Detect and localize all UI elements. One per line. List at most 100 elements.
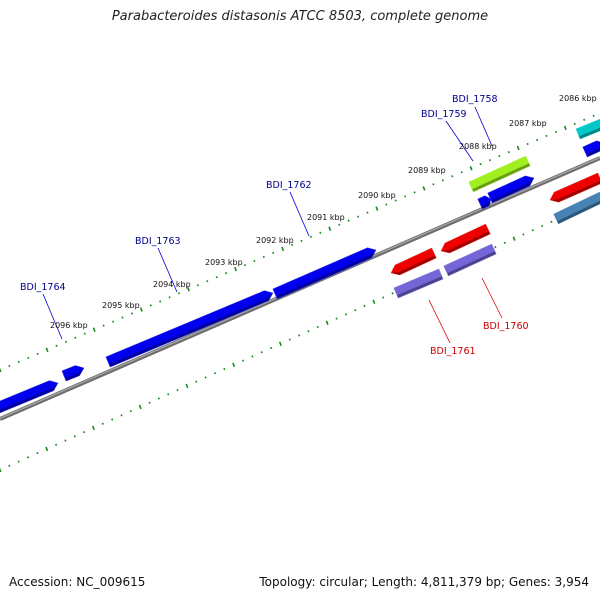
tick-mark [73,435,76,438]
tick-mark [92,327,96,332]
tick-mark [291,243,294,247]
steelblue-feature [553,191,600,225]
tick-mark [36,352,39,355]
tick-mark [243,263,247,267]
forward-cds [0,380,59,414]
tick-mark [204,376,207,379]
tick-mark [148,401,151,404]
reverse-cds-bdi-1761 [390,247,437,276]
tick-mark [366,211,369,214]
tick-mark [196,284,199,287]
tick-mark [535,138,539,142]
kbp-label: 2087 kbp [509,119,547,128]
leader-line [445,120,474,162]
tick-mark [159,300,162,303]
tick-mark [298,334,301,337]
tick-mark [356,215,360,218]
label-leader-lines [42,106,503,344]
tick-mark [269,346,273,350]
tick-mark [526,142,529,146]
tick-mark [344,313,347,316]
tick-mark [288,338,291,341]
reverse-rna-bdi-1761 [393,268,444,299]
tick-mark [223,367,226,371]
tick-mark [281,246,285,252]
tick-mark [168,296,171,299]
gene-label-bdi-1763[interactable]: BDI_1763 [135,236,181,247]
tick-mark [307,330,310,333]
gene-label-bdi-1764[interactable]: BDI_1764 [20,282,66,293]
tick-mark [27,356,30,360]
tick-mark [129,409,132,413]
tick-mark [432,183,435,186]
tick-mark [451,175,454,178]
kbp-label: 2088 kbp [459,142,497,151]
kbp-label: 2090 kbp [358,191,396,200]
tick-mark [186,287,190,292]
kbp-labels: 2086 kbp 2087 kbp 2088 kbp 2089 kbp 2090 kbp… [50,94,597,330]
tick-mark [391,292,394,295]
feature-track [0,118,600,414]
gene-label-bdi-1762[interactable]: BDI_1762 [266,180,312,191]
reverse-rna-bdi-1760 [443,243,497,277]
tick-mark [83,431,86,434]
tick-mark [177,292,181,295]
tick-mark [372,299,376,304]
tick-mark [328,226,332,231]
kbp-label: 2096 kbp [50,321,88,330]
tick-mark [545,134,548,138]
leader-line [157,247,178,293]
tick-mark [503,241,506,244]
tick-mark [512,236,516,241]
reverse-cds-bdi-1760 [440,223,491,254]
tick-mark [8,464,11,467]
tick-mark [262,255,265,259]
tick-mark [241,359,245,362]
tick-mark [541,224,544,228]
tick-mark [325,320,329,326]
gene-label-bdi-1758[interactable]: BDI_1758 [452,94,498,105]
tick-mark [563,125,567,131]
tick-mark [0,467,2,473]
kbp-label: 2086 kbp [559,94,597,103]
accession-text: Accession: NC_009615 [9,575,146,589]
green-feature-bdi-1758 [468,155,531,193]
leader-line [428,299,451,344]
forward-cds [582,140,600,158]
kbp-label: 2094 kbp [153,280,191,289]
forward-cds [272,247,377,300]
tick-mark [338,223,341,226]
kbp-label: 2092 kbp [256,236,294,245]
tick-mark [469,165,473,171]
tick-mark [253,259,256,263]
tick-mark [149,304,152,307]
forward-cds [105,290,274,368]
tick-mark [507,150,510,154]
gene-label-bdi-1761[interactable]: BDI_1761 [430,346,476,357]
tick-mark [251,355,254,358]
tick-mark [121,316,124,319]
cyan-feature [575,118,600,140]
gene-label-bdi-1759[interactable]: BDI_1759 [421,109,467,120]
kbp-label: 2089 kbp [408,166,446,175]
tick-mark [592,114,595,117]
tick-mark [272,251,275,255]
tick-mark [234,266,238,272]
tick-mark [232,362,236,368]
tick-tracks [0,114,600,473]
tick-mark [363,304,366,308]
tick-mark [138,404,142,410]
tick-mark [45,347,49,353]
tick-mark [111,418,114,421]
tick-mark [91,425,95,431]
tick-mark [309,235,312,238]
tick-mark [0,367,2,373]
leader-line [474,106,493,147]
tick-mark [17,460,20,463]
tick-mark [488,159,492,162]
tick-mark [64,340,68,343]
gene-labels: BDI_1758 BDI_1759 BDI_1762 BDI_1763 BDI_1764… [20,94,529,357]
tick-mark [225,272,228,275]
gene-label-bdi-1760[interactable]: BDI_1760 [483,321,529,332]
